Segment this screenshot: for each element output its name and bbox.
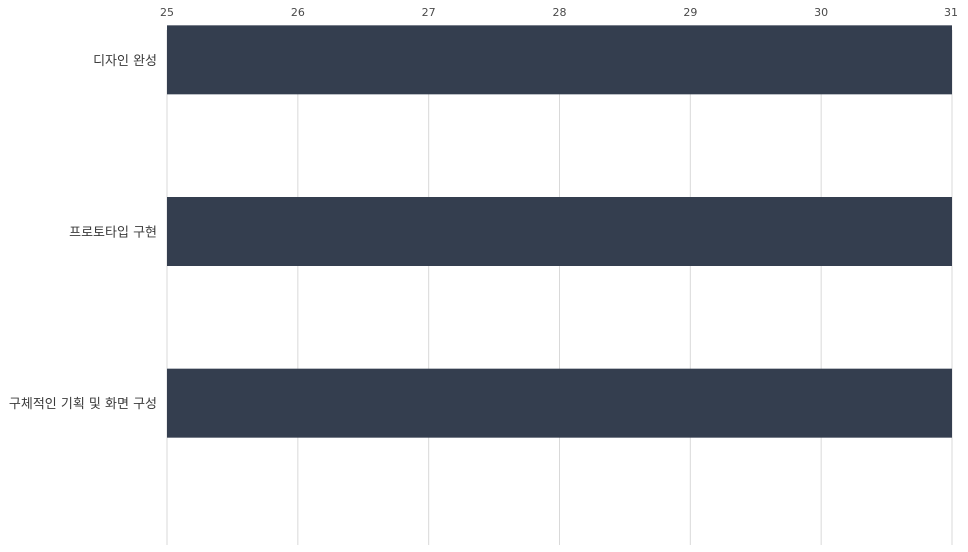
x-tick-label: 27	[422, 6, 436, 19]
bar	[167, 368, 952, 438]
bar-layer	[167, 25, 952, 438]
category-label: 구체적인 기획 및 화면 구성	[9, 397, 157, 412]
category-label: 프로토타입 구현	[69, 226, 157, 241]
grid-layer	[166, 30, 953, 545]
x-tick-label: 31	[944, 6, 958, 19]
x-tick-label: 29	[683, 6, 697, 19]
x-tick-label: 28	[553, 6, 567, 19]
x-tick-label: 26	[291, 6, 305, 19]
x-tick-label: 30	[814, 6, 828, 19]
bar	[167, 197, 952, 266]
bar	[167, 25, 952, 95]
x-axis-ticks: 25 26 27 28 29 30 31	[160, 6, 958, 19]
x-tick-label: 25	[160, 6, 174, 19]
category-label: 디자인 완성	[93, 54, 157, 69]
